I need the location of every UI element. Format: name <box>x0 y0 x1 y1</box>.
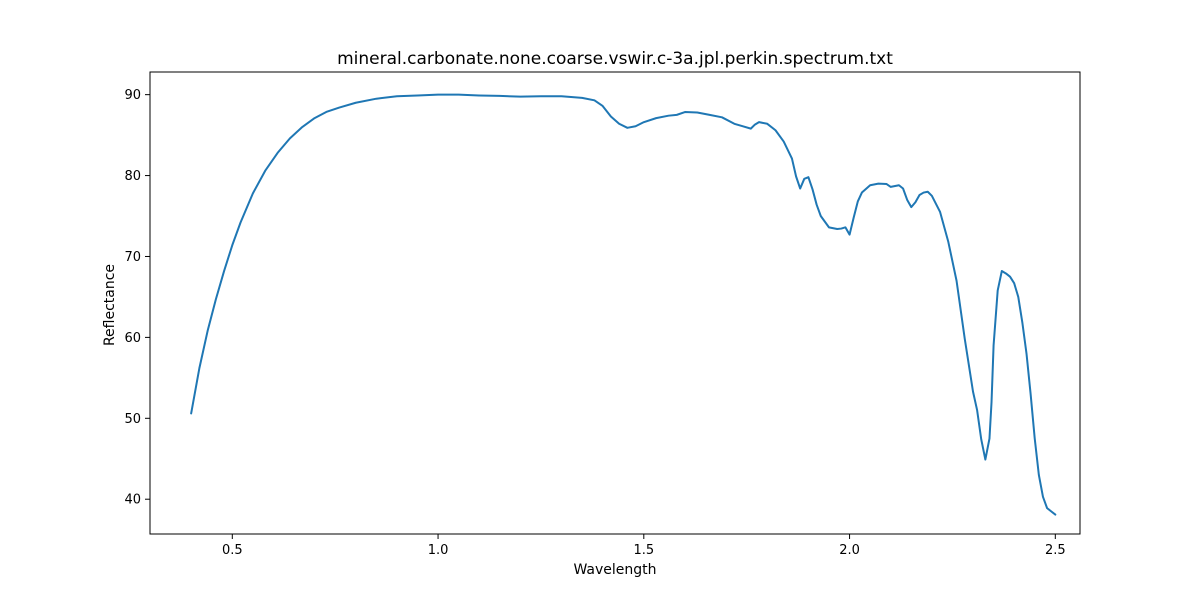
x-tick-label: 0.5 <box>222 543 243 558</box>
x-tick-label: 2.5 <box>1045 543 1066 558</box>
y-tick-label: 80 <box>124 169 141 184</box>
y-axis-label: Reflectance <box>102 264 118 346</box>
plot-area <box>149 71 1081 535</box>
y-tick-label: 60 <box>124 331 141 346</box>
spectrum-line <box>190 93 1057 516</box>
x-tick-label: 1.0 <box>428 543 449 558</box>
y-tick-label: 50 <box>124 412 141 427</box>
y-axis: 40 50 60 70 80 90 <box>124 88 150 508</box>
y-tick-label: 70 <box>124 250 141 265</box>
x-axis: 0.5 1.0 1.5 2.0 2.5 <box>222 534 1066 558</box>
y-tick-label: 90 <box>124 88 141 103</box>
x-tick-label: 2.0 <box>839 543 860 558</box>
x-tick-label: 1.5 <box>633 543 654 558</box>
x-axis-label: Wavelength <box>573 562 656 578</box>
chart-title: mineral.carbonate.none.coarse.vswir.c-3a… <box>337 49 893 69</box>
plot-frame <box>149 71 1081 535</box>
y-tick-label: 40 <box>124 493 141 508</box>
